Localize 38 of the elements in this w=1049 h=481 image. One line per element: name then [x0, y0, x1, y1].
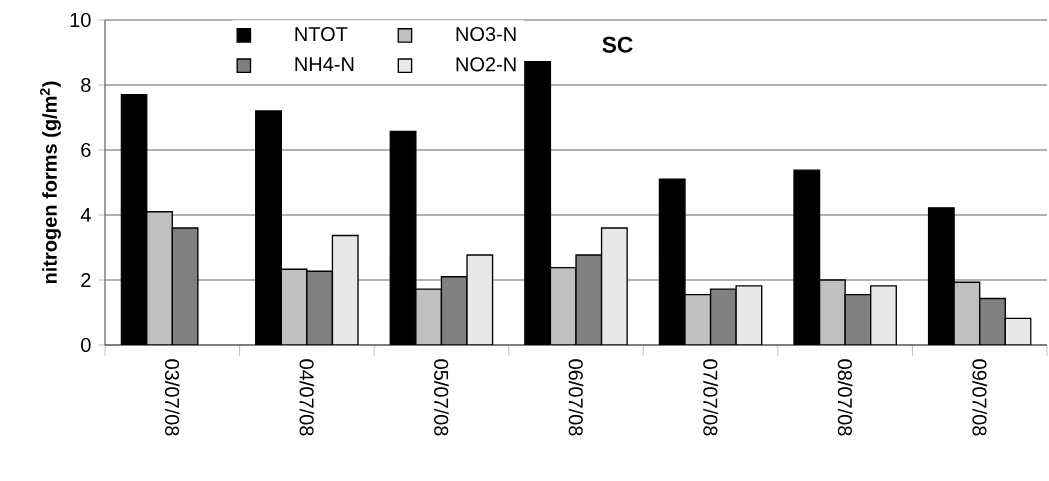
bar — [549, 266, 577, 345]
bar — [870, 285, 897, 345]
y-tick-label: 0 — [81, 337, 91, 353]
bar — [844, 293, 872, 345]
bar — [171, 227, 199, 345]
bar — [440, 276, 468, 345]
y-axis-title: nitrogen forms (g/m$^{2}$) — [39, 81, 61, 284]
bar — [306, 270, 334, 345]
bar — [146, 211, 173, 345]
y-tick-label: 8 — [81, 77, 91, 93]
bar — [331, 234, 359, 345]
bar — [600, 227, 628, 345]
x-tick-label: 07/07/08 — [703, 359, 718, 436]
bar — [818, 279, 846, 345]
bar — [280, 268, 308, 345]
legend-label: NO2-N — [456, 57, 516, 72]
x-tick-label: 06/07/08 — [568, 359, 584, 436]
y-tick-label: 6 — [81, 142, 91, 158]
bar — [466, 254, 494, 345]
legend-label: NO3-N — [456, 26, 516, 42]
bar — [575, 254, 603, 345]
y-tick-label: 2 — [81, 273, 91, 287]
bar — [415, 288, 443, 345]
bar — [684, 293, 712, 345]
legend-label: NH4-N — [295, 57, 354, 72]
bar — [979, 297, 1006, 345]
bar — [709, 288, 737, 345]
legend-label: NTOT — [295, 26, 348, 42]
x-tick-label: 04/07/08 — [299, 359, 315, 436]
text: SC — [602, 36, 633, 53]
y-tick-label: 10 — [70, 12, 91, 28]
bar — [953, 281, 981, 345]
x-tick-label: 09/07/08 — [972, 359, 988, 436]
bar — [735, 285, 763, 345]
x-tick-label: 08/07/08 — [837, 359, 853, 436]
x-tick-label: 05/07/08 — [434, 359, 449, 436]
y-tick-label: 4 — [80, 208, 91, 222]
x-tick-label: 03/07/08 — [164, 359, 180, 436]
